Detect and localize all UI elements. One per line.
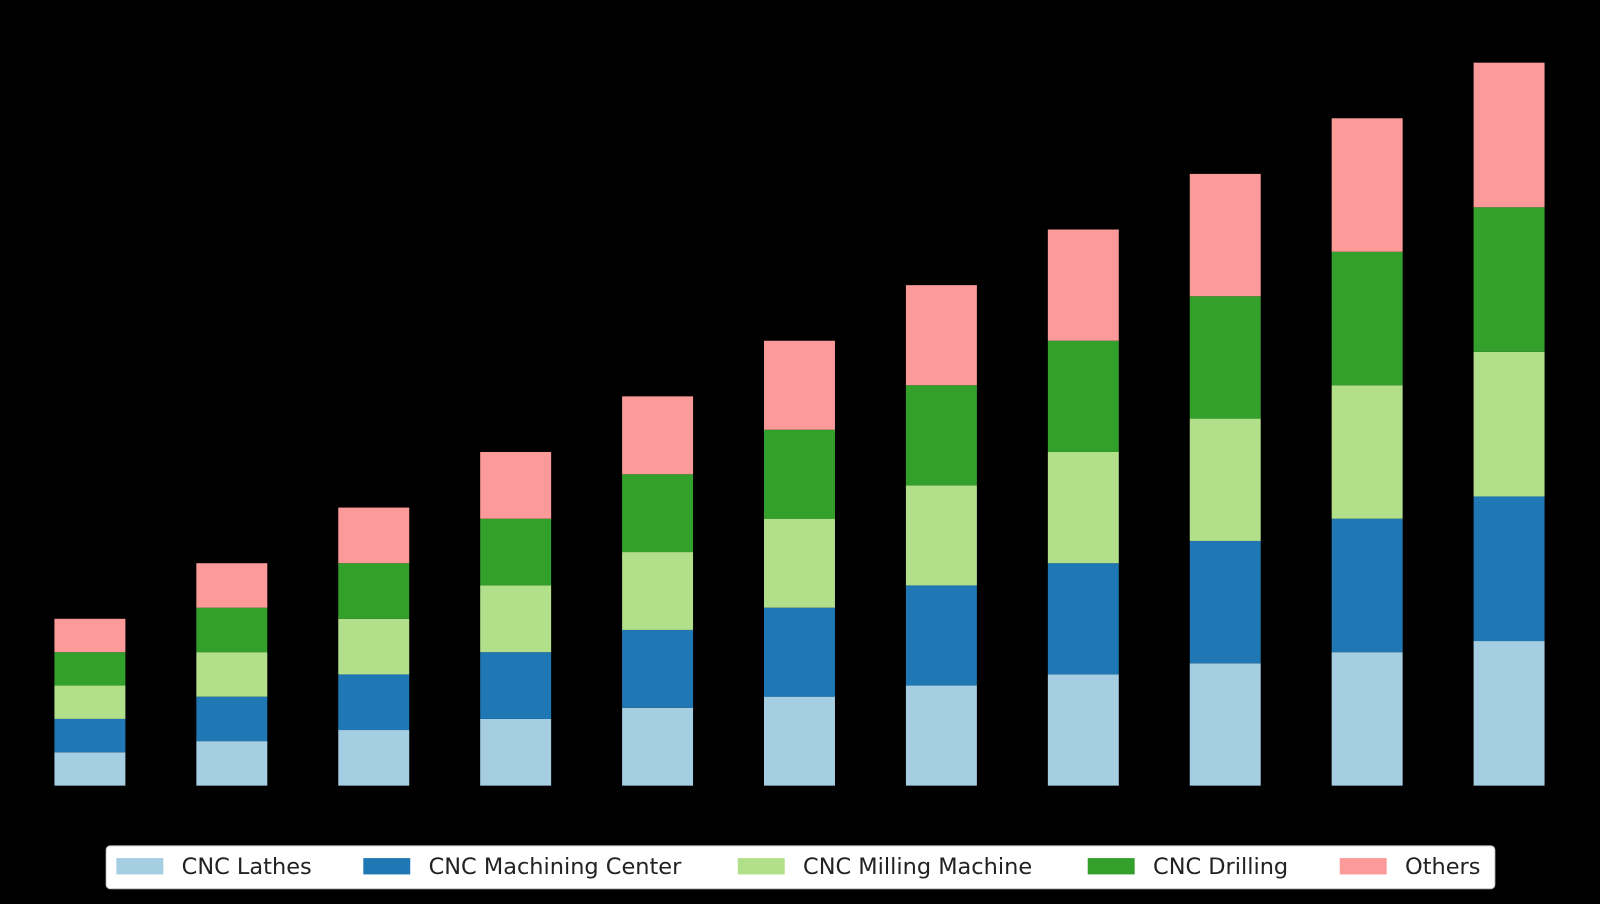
legend-label: CNC Drilling	[1153, 854, 1288, 880]
bar-segment	[1189, 540, 1261, 664]
bar-segment	[196, 563, 268, 608]
bar-segment	[905, 685, 977, 786]
bar-segment	[622, 629, 694, 708]
legend-swatch	[363, 858, 411, 875]
legend-swatch	[737, 858, 785, 875]
bar-segment	[480, 451, 552, 519]
bar-segment	[54, 718, 126, 753]
bar-segment	[1047, 451, 1119, 564]
bar-segment	[905, 285, 977, 386]
bar-segment	[1189, 173, 1261, 297]
bar-segment	[54, 685, 126, 719]
bar-segment	[480, 585, 552, 653]
bar-segment	[1473, 351, 1545, 497]
legend-label: Others	[1405, 854, 1480, 880]
bar-segment	[338, 674, 410, 731]
bar-segment	[338, 507, 410, 564]
bar-segment	[1331, 385, 1403, 519]
bar-segment	[905, 385, 977, 486]
bar-segment	[905, 485, 977, 586]
bar-segment	[1473, 207, 1545, 352]
bar-segment	[480, 652, 552, 719]
bar-segment	[1189, 296, 1261, 419]
bar-segment	[622, 552, 694, 630]
bar-segment	[54, 618, 126, 653]
bar-segment	[1331, 251, 1403, 386]
bar-segment	[1047, 340, 1119, 452]
bar-segment	[54, 652, 126, 686]
bar-segment	[622, 396, 694, 475]
bar-segment	[905, 585, 977, 686]
bar-segment	[338, 730, 410, 786]
legend-label: CNC Milling Machine	[803, 854, 1032, 880]
bar-segment	[764, 696, 835, 786]
bar-segment	[1047, 674, 1119, 786]
bar-segment	[54, 752, 126, 786]
legend-box	[105, 845, 1496, 890]
bar-segment	[196, 607, 268, 653]
bar-segment	[764, 607, 835, 697]
bar-segment	[1473, 641, 1545, 786]
bar-segment	[196, 696, 268, 742]
bar-segment	[764, 340, 835, 430]
bar-segment	[196, 652, 268, 697]
legend: CNC Lathes CNC Machining Center CNC Millin…	[105, 845, 1496, 890]
bar-segment	[764, 518, 835, 608]
bar-segment	[764, 429, 835, 519]
bar-segment	[1189, 418, 1261, 541]
bar-segment	[1331, 118, 1403, 252]
legend-label: CNC Lathes	[182, 854, 312, 880]
bar-segment	[338, 563, 410, 619]
bar-segment	[338, 618, 410, 675]
bar-segment	[1473, 496, 1545, 642]
bar-segment	[1047, 229, 1119, 341]
bar-segment	[1189, 663, 1261, 786]
bar-segment	[480, 518, 552, 586]
bar-segment	[1473, 62, 1545, 208]
bar-segment	[196, 741, 268, 786]
legend-swatch	[1087, 858, 1135, 875]
bar-segment	[1331, 652, 1403, 786]
bar-segment	[1047, 563, 1119, 675]
bar-segment	[1331, 518, 1403, 653]
bar-segment	[480, 718, 552, 786]
bar-segment	[622, 707, 694, 786]
bar-segment	[622, 474, 694, 553]
legend-label: CNC Machining Center	[429, 854, 682, 880]
legend-swatch	[1339, 858, 1387, 875]
legend-swatch	[116, 858, 164, 875]
